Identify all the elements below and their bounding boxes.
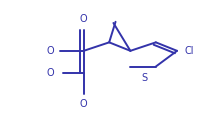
Text: O: O bbox=[46, 46, 54, 56]
Text: O: O bbox=[46, 68, 54, 78]
Text: S: S bbox=[141, 73, 147, 83]
Text: O: O bbox=[80, 99, 88, 109]
Text: Cl: Cl bbox=[184, 46, 194, 56]
Text: O: O bbox=[80, 14, 88, 24]
